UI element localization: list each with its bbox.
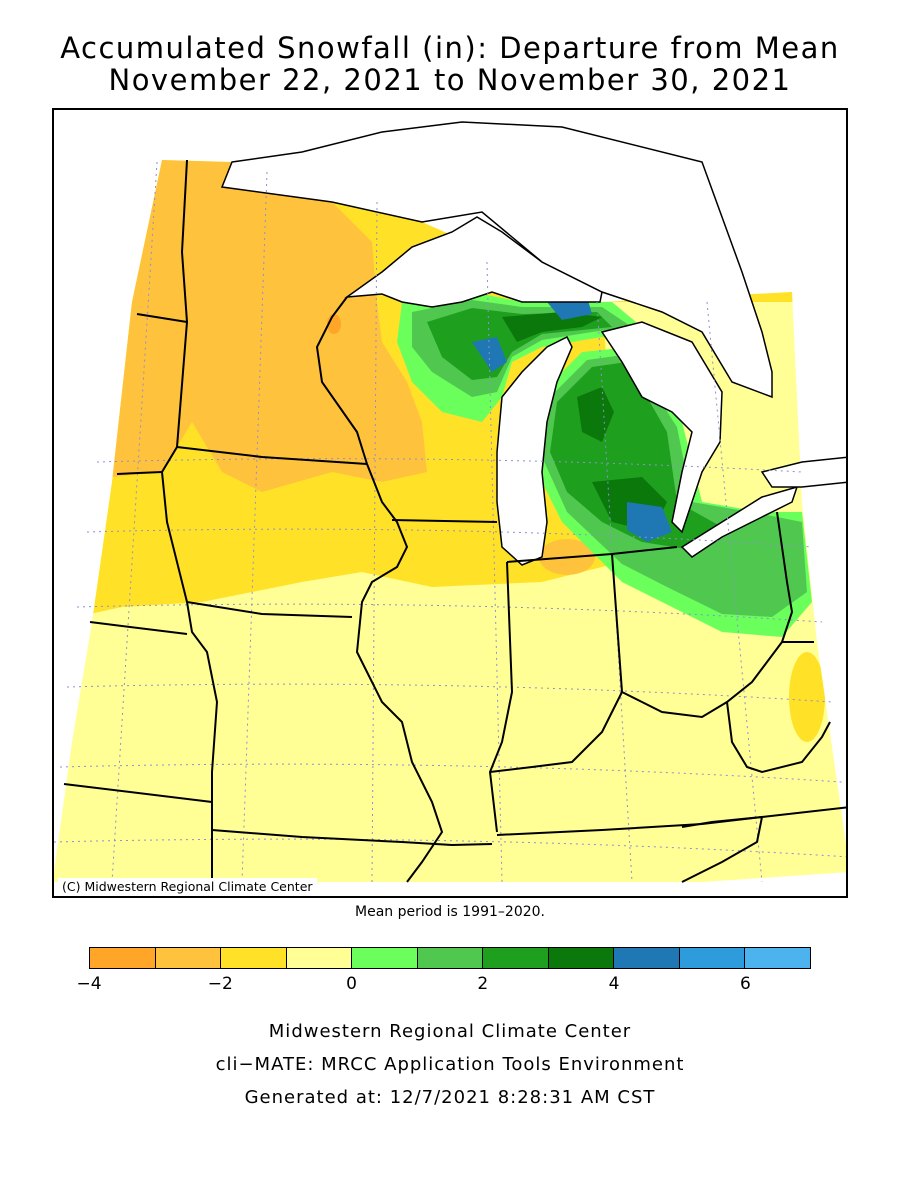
band-minus3-minus2 [112,160,427,492]
legend-tick-label: −2 [207,974,233,994]
lake-superior [344,216,603,308]
lake-huron [600,321,723,534]
legend-swatch [483,948,549,968]
legend-tick-label: 0 [346,974,357,994]
color-legend [89,947,811,969]
mean-period-note: Mean period is 1991–2020. [355,904,545,920]
footer-org: Midwestern Regional Climate Center [268,1021,632,1042]
state-boundaries [63,159,846,883]
band-minus2-wv-spot [789,652,825,742]
legend-swatch [417,948,484,968]
legend-swatch [221,948,287,968]
lake-ontario-region [760,456,846,488]
map-title-line2: November 22, 2021 to November 30, 2021 [108,63,792,97]
footer-generated: Generated at: 12/7/2021 8:28:31 AM CST [244,1087,656,1108]
legend-tick-label: 2 [477,974,489,994]
map-canvas [54,121,846,883]
footer-tool: cli−MATE: MRCC Application Tools Environ… [215,1054,685,1075]
graticule [54,161,846,883]
legend-swatch [90,948,156,968]
copyright-label: (C) Midwestern Regional Climate Center [58,878,317,895]
legend-swatch [286,948,353,968]
legend-swatch [745,948,811,968]
snowfall-departure-map [52,108,848,898]
positive-departures-north [397,292,642,422]
map-title-line1: Accumulated Snowfall (in): Departure fro… [60,31,840,65]
lake-erie [680,485,799,558]
legend-tick-label: 4 [608,974,620,994]
positive-departures-lower-michigan [532,347,812,637]
legend-swatch [352,948,418,968]
great-lakes [220,121,846,566]
lake-michigan [496,335,573,566]
legend-tick-label: 6 [739,974,751,994]
legend-swatch [155,948,222,968]
legend-tick-label: −4 [76,974,102,994]
legend-swatch [679,948,746,968]
legend-swatch [548,948,615,968]
canada-north [220,121,773,399]
legend-swatch [614,948,680,968]
